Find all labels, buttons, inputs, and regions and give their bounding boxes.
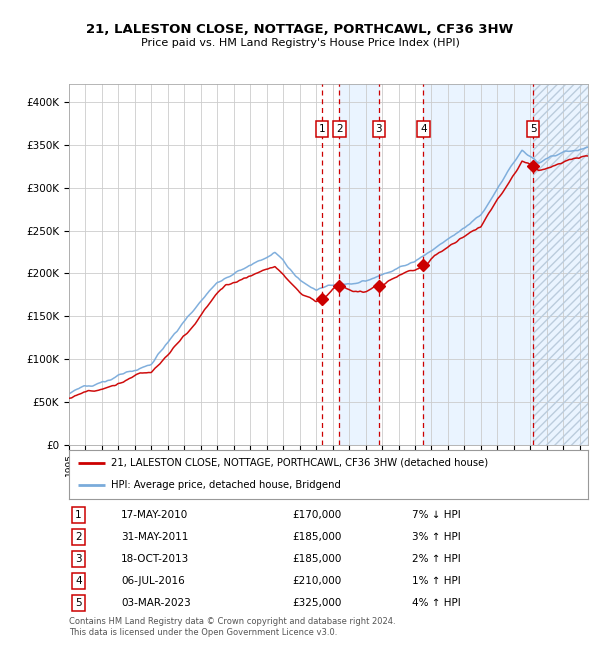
Text: 3% ↑ HPI: 3% ↑ HPI [412, 532, 460, 542]
Text: 17-MAY-2010: 17-MAY-2010 [121, 510, 188, 520]
Text: 2: 2 [75, 532, 82, 542]
Text: Contains HM Land Registry data © Crown copyright and database right 2024.
This d: Contains HM Land Registry data © Crown c… [69, 618, 395, 637]
Text: 7% ↓ HPI: 7% ↓ HPI [412, 510, 460, 520]
Text: 2: 2 [336, 124, 343, 134]
Text: 3: 3 [75, 554, 82, 564]
Text: 03-MAR-2023: 03-MAR-2023 [121, 598, 191, 608]
Text: 2% ↑ HPI: 2% ↑ HPI [412, 554, 460, 564]
Text: 3: 3 [376, 124, 382, 134]
Text: 1% ↑ HPI: 1% ↑ HPI [412, 576, 460, 586]
Bar [340, 84, 379, 445]
Text: 5: 5 [75, 598, 82, 608]
Text: 1: 1 [319, 124, 326, 134]
Text: 4: 4 [420, 124, 427, 134]
Text: £170,000: £170,000 [292, 510, 341, 520]
Text: £210,000: £210,000 [292, 576, 341, 586]
Text: 18-OCT-2013: 18-OCT-2013 [121, 554, 189, 564]
Text: 21, LALESTON CLOSE, NOTTAGE, PORTHCAWL, CF36 3HW (detached house): 21, LALESTON CLOSE, NOTTAGE, PORTHCAWL, … [110, 458, 488, 468]
Text: 21, LALESTON CLOSE, NOTTAGE, PORTHCAWL, CF36 3HW: 21, LALESTON CLOSE, NOTTAGE, PORTHCAWL, … [86, 23, 514, 36]
Text: Price paid vs. HM Land Registry's House Price Index (HPI): Price paid vs. HM Land Registry's House … [140, 38, 460, 47]
Bar [533, 84, 588, 445]
Text: £185,000: £185,000 [292, 532, 341, 542]
Text: £185,000: £185,000 [292, 554, 341, 564]
Text: £325,000: £325,000 [292, 598, 341, 608]
Bar [424, 84, 588, 445]
Text: 4: 4 [75, 576, 82, 586]
Text: 5: 5 [530, 124, 536, 134]
Text: HPI: Average price, detached house, Bridgend: HPI: Average price, detached house, Brid… [110, 480, 340, 490]
Text: 06-JUL-2016: 06-JUL-2016 [121, 576, 185, 586]
Text: 31-MAY-2011: 31-MAY-2011 [121, 532, 188, 542]
Text: 4% ↑ HPI: 4% ↑ HPI [412, 598, 460, 608]
Text: 1: 1 [75, 510, 82, 520]
